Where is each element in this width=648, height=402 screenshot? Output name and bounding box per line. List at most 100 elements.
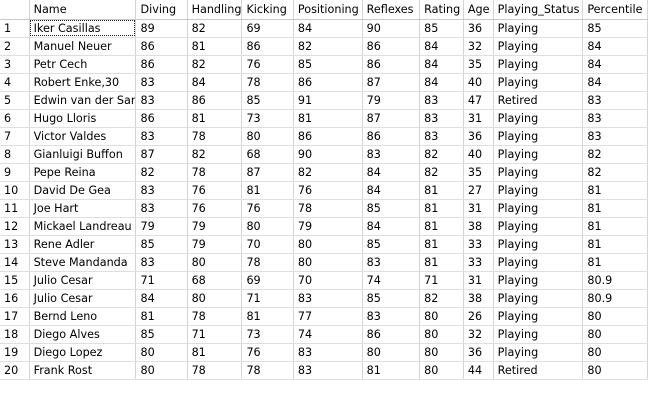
cell-handling[interactable]: 80 [187, 289, 243, 308]
cell-handling[interactable]: 82 [187, 145, 243, 164]
row-number[interactable]: 1 [0, 19, 30, 38]
cell-rating[interactable]: 84 [419, 37, 464, 56]
table-row[interactable]: 14 Steve Mandanda 83 80 78 80 83 81 33 Playing 81 [0, 253, 648, 272]
cell-positioning[interactable]: 80 [293, 235, 363, 254]
cell-kicking[interactable]: 87 [241, 163, 294, 182]
cell-kicking[interactable]: 81 [241, 181, 294, 200]
cell-age[interactable]: 47 [463, 91, 494, 110]
cell-reflexes[interactable]: 86 [362, 325, 421, 344]
cell-rating[interactable]: 81 [419, 235, 464, 254]
cell-diving[interactable]: 81 [135, 307, 188, 326]
cell-rating[interactable]: 85 [419, 19, 464, 38]
column-header-diving[interactable]: Diving [135, 0, 188, 20]
cell-reflexes[interactable]: 85 [362, 199, 421, 218]
cell-diving[interactable]: 84 [135, 289, 188, 308]
cell-playing-status[interactable]: Playing [493, 55, 584, 74]
column-header-name[interactable]: Name [29, 0, 137, 20]
cell-age[interactable]: 33 [463, 235, 494, 254]
cell-positioning[interactable]: 83 [293, 289, 363, 308]
cell-diving[interactable]: 87 [135, 145, 188, 164]
table-row[interactable]: 3 Petr Cech 86 82 76 85 86 84 35 Playing 84 [0, 55, 648, 74]
table-row[interactable]: 1 Iker Casillas 89 82 69 84 90 85 36 Playing 85 [0, 19, 648, 38]
table-row[interactable]: 7 Victor Valdes 83 78 80 86 86 83 36 Playing 83 [0, 127, 648, 146]
cell-reflexes[interactable]: 83 [362, 145, 421, 164]
table-row[interactable]: 8 Gianluigi Buffon 87 82 68 90 83 82 40 Playing 82 [0, 145, 648, 164]
cell-positioning[interactable]: 91 [293, 91, 363, 110]
cell-name[interactable]: Julio Cesar [29, 289, 137, 308]
row-number[interactable]: 6 [0, 109, 30, 128]
cell-percentile[interactable]: 80 [582, 343, 648, 362]
cell-diving[interactable]: 83 [135, 253, 188, 272]
cell-reflexes[interactable]: 86 [362, 55, 421, 74]
cell-positioning[interactable]: 70 [293, 271, 363, 290]
cell-rating[interactable]: 84 [419, 55, 464, 74]
cell-age[interactable]: 40 [463, 73, 494, 92]
cell-rating[interactable]: 82 [419, 289, 464, 308]
row-number[interactable]: 2 [0, 37, 30, 56]
cell-positioning[interactable]: 74 [293, 325, 363, 344]
cell-positioning[interactable]: 77 [293, 307, 363, 326]
table-row[interactable]: 17 Bernd Leno 81 78 81 77 83 80 26 Playing 80 [0, 307, 648, 326]
cell-playing-status[interactable]: Playing [493, 253, 584, 272]
cell-percentile[interactable]: 85 [582, 19, 648, 38]
cell-age[interactable]: 38 [463, 217, 494, 236]
cell-rating[interactable]: 71 [419, 271, 464, 290]
row-number[interactable]: 19 [0, 343, 30, 362]
cell-diving[interactable]: 83 [135, 73, 188, 92]
row-number[interactable]: 15 [0, 271, 30, 290]
cell-name[interactable]: Pepe Reina [29, 163, 137, 182]
cell-diving[interactable]: 86 [135, 37, 188, 56]
cell-age[interactable]: 35 [463, 163, 494, 182]
cell-percentile[interactable]: 81 [582, 253, 648, 272]
cell-positioning[interactable]: 79 [293, 217, 363, 236]
cell-percentile[interactable]: 83 [582, 109, 648, 128]
row-number[interactable]: 16 [0, 289, 30, 308]
cell-age[interactable]: 36 [463, 343, 494, 362]
cell-playing-status[interactable]: Playing [493, 127, 584, 146]
cell-playing-status[interactable]: Playing [493, 19, 584, 38]
cell-name[interactable]: Julio Cesar [29, 271, 137, 290]
cell-playing-status[interactable]: Playing [493, 109, 584, 128]
cell-diving[interactable]: 80 [135, 343, 188, 362]
cell-playing-status[interactable]: Playing [493, 145, 584, 164]
row-number[interactable]: 8 [0, 145, 30, 164]
cell-name[interactable]: Mickael Landreau [29, 217, 137, 236]
cell-playing-status[interactable]: Playing [493, 199, 584, 218]
table-row[interactable]: 19 Diego Lopez 80 81 76 83 80 80 36 Playing 80 [0, 343, 648, 362]
table-row[interactable]: 16 Julio Cesar 84 80 71 83 85 82 38 Playing 80.9 [0, 289, 648, 308]
cell-percentile[interactable]: 82 [582, 145, 648, 164]
cell-rating[interactable]: 81 [419, 217, 464, 236]
cell-percentile[interactable]: 84 [582, 73, 648, 92]
cell-playing-status[interactable]: Playing [493, 325, 584, 344]
cell-diving[interactable]: 80 [135, 361, 188, 380]
cell-reflexes[interactable]: 90 [362, 19, 421, 38]
row-number[interactable]: 14 [0, 253, 30, 272]
cell-reflexes[interactable]: 80 [362, 343, 421, 362]
cell-percentile[interactable]: 80 [582, 307, 648, 326]
cell-name[interactable]: Diego Alves [29, 325, 137, 344]
cell-name[interactable]: Iker Casillas [29, 19, 137, 38]
row-number[interactable]: 4 [0, 73, 30, 92]
cell-age[interactable]: 38 [463, 289, 494, 308]
table-row[interactable]: 10 David De Gea 83 76 81 76 84 81 27 Playing 81 [0, 181, 648, 200]
cell-name[interactable]: Edwin van der Sar [29, 91, 137, 110]
cell-name[interactable]: Robert Enke,30 [29, 73, 137, 92]
cell-playing-status[interactable]: Playing [493, 235, 584, 254]
row-number[interactable]: 20 [0, 361, 30, 380]
cell-reflexes[interactable]: 84 [362, 181, 421, 200]
cell-percentile[interactable]: 84 [582, 55, 648, 74]
cell-rating[interactable]: 82 [419, 163, 464, 182]
corner-header[interactable] [0, 0, 30, 20]
cell-handling[interactable]: 78 [187, 307, 243, 326]
cell-playing-status[interactable]: Retired [493, 361, 584, 380]
table-row[interactable]: 20 Frank Rost 80 78 78 83 81 80 44 Retired 80 [0, 361, 648, 380]
cell-age[interactable]: 36 [463, 19, 494, 38]
cell-name[interactable]: Bernd Leno [29, 307, 137, 326]
cell-rating[interactable]: 83 [419, 91, 464, 110]
cell-playing-status[interactable]: Playing [493, 163, 584, 182]
cell-name[interactable]: Rene Adler [29, 235, 137, 254]
cell-reflexes[interactable]: 74 [362, 271, 421, 290]
cell-diving[interactable]: 82 [135, 163, 188, 182]
cell-age[interactable]: 31 [463, 199, 494, 218]
cell-age[interactable]: 31 [463, 109, 494, 128]
